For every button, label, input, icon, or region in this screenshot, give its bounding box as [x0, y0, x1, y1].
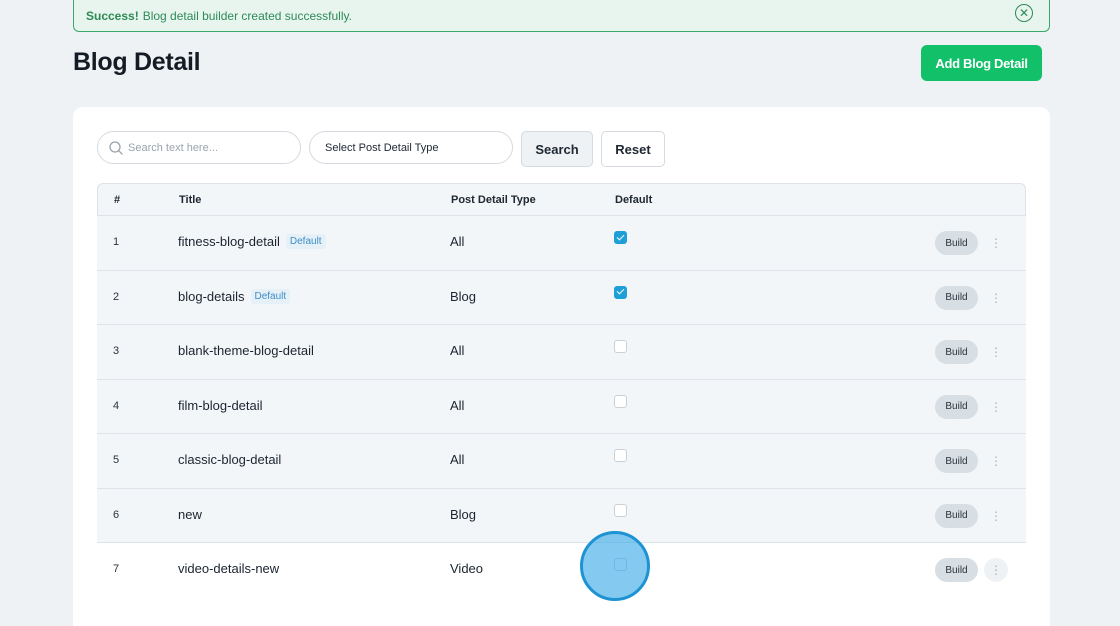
row-title-cell: classic-blog-detail — [178, 452, 281, 467]
select-label: Select Post Detail Type — [325, 141, 439, 154]
table-row: 1 fitness-blog-detail Default All Build ⋮ — [97, 216, 1026, 271]
column-header-default: Default — [615, 194, 653, 206]
column-header-type: Post Detail Type — [451, 194, 536, 206]
row-post-detail-type: All — [450, 234, 465, 249]
default-checkbox[interactable] — [614, 503, 627, 517]
build-button[interactable]: Build — [935, 449, 978, 473]
more-vertical-icon[interactable]: ⋮ — [984, 558, 1008, 582]
row-title-cell: blank-theme-blog-detail — [178, 343, 314, 358]
row-number: 7 — [113, 563, 120, 575]
row-number: 1 — [113, 236, 120, 248]
row-title: classic-blog-detail — [178, 452, 282, 467]
more-vertical-icon[interactable]: ⋮ — [990, 508, 1002, 523]
row-post-detail-type: Video — [450, 561, 484, 576]
search-field[interactable] — [97, 131, 301, 164]
more-vertical-icon[interactable]: ⋮ — [990, 236, 1002, 250]
close-circle-icon[interactable]: ✕ — [1015, 4, 1033, 22]
row-number: 6 — [113, 508, 120, 521]
default-badge: Default — [285, 234, 326, 249]
alert-message: Blog detail builder created successfully… — [142, 8, 352, 23]
table-row: 5 classic-blog-detail All Build ⋮ — [97, 434, 1026, 489]
default-checkbox[interactable] — [614, 340, 627, 353]
column-header-num: # — [114, 194, 121, 206]
table-row: 4 film-blog-detail All Build ⋮ — [97, 379, 1026, 434]
row-post-detail-type: Blog — [450, 506, 477, 522]
reset-button[interactable]: Reset — [601, 131, 665, 167]
page-title: Blog Detail — [73, 48, 201, 76]
row-title: new — [178, 506, 202, 522]
table-row: 6 new Blog Build ⋮ — [97, 488, 1026, 543]
search-icon — [109, 141, 123, 155]
row-number: 5 — [113, 454, 120, 466]
more-vertical-icon[interactable]: ⋮ — [990, 454, 1002, 468]
more-vertical-icon[interactable]: ⋮ — [990, 399, 1002, 414]
table-row: 2 blog-details Default Blog Build ⋮ — [97, 270, 1026, 325]
more-vertical-icon[interactable]: ⋮ — [990, 290, 1002, 305]
row-title: blog-details — [178, 288, 245, 304]
table-row: 3 blank-theme-blog-detail All Build ⋮ — [97, 325, 1026, 380]
row-title-cell: blog-details Default — [178, 288, 291, 304]
build-button[interactable]: Build — [935, 285, 978, 310]
post-detail-type-select[interactable]: Select Post Detail Type — [309, 131, 513, 164]
table-body: 1 fitness-blog-detail Default All Build ⋮ 2 blo… — [97, 216, 1026, 598]
row-post-detail-type: Blog — [450, 288, 477, 304]
column-header-title: Title — [179, 194, 202, 206]
success-alert: Success! Blog detail builder created suc… — [73, 0, 1050, 32]
alert-strong: Success! — [86, 8, 139, 23]
blog-detail-table: # Title Post Detail Type Default 1 fitnes… — [97, 183, 1026, 598]
row-post-detail-type: All — [450, 397, 465, 413]
blog-detail-card: Select Post Detail Type Search Reset # T… — [73, 107, 1050, 626]
row-post-detail-type: All — [450, 452, 465, 467]
default-checkbox[interactable] — [614, 558, 627, 571]
default-checkbox[interactable] — [614, 449, 627, 462]
row-title: video-details-new — [178, 561, 280, 576]
default-checkbox[interactable] — [614, 285, 627, 299]
table-header: # Title Post Detail Type Default — [97, 183, 1026, 216]
more-vertical-icon[interactable]: ⋮ — [990, 345, 1002, 359]
row-number: 3 — [113, 345, 120, 357]
row-number: 4 — [113, 399, 120, 412]
add-blog-detail-button[interactable]: Add Blog Detail — [921, 45, 1042, 81]
table-row: 7 video-details-new Video Build ⋮ — [97, 543, 1026, 598]
default-badge: Default — [250, 288, 291, 304]
row-number: 2 — [113, 290, 120, 303]
row-title-cell: new — [178, 507, 202, 522]
build-button[interactable]: Build — [935, 394, 978, 419]
build-button[interactable]: Build — [935, 231, 978, 255]
search-input[interactable] — [128, 132, 296, 163]
row-title: film-blog-detail — [178, 397, 263, 413]
search-button[interactable]: Search — [521, 131, 593, 167]
row-title: fitness-blog-detail — [178, 234, 280, 249]
row-title-cell: video-details-new — [178, 561, 279, 576]
row-post-detail-type: All — [450, 343, 465, 358]
build-button[interactable]: Build — [935, 503, 978, 528]
default-checkbox[interactable] — [614, 394, 627, 408]
build-button[interactable]: Build — [935, 340, 978, 364]
row-title-cell: film-blog-detail — [178, 398, 263, 413]
row-title: blank-theme-blog-detail — [178, 343, 314, 358]
build-button[interactable]: Build — [935, 558, 978, 582]
default-checkbox[interactable] — [614, 231, 627, 244]
row-title-cell: fitness-blog-detail Default — [178, 234, 326, 249]
